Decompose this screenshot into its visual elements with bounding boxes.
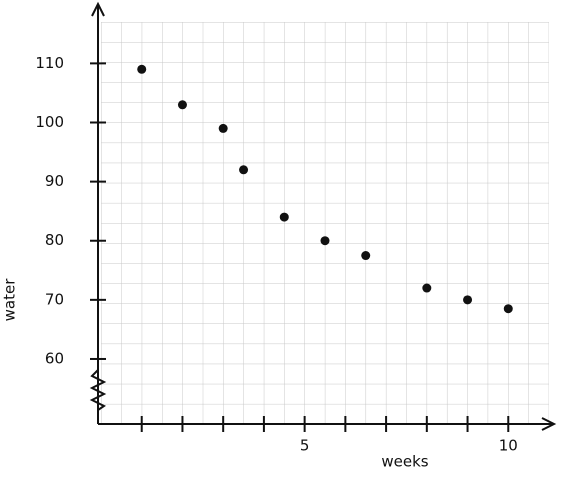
- point: [463, 295, 473, 305]
- y-tick-label: 80: [45, 231, 64, 249]
- y-tick-label: 110: [35, 54, 64, 72]
- point: [503, 304, 513, 314]
- point: [137, 64, 147, 74]
- point: [177, 100, 187, 110]
- x-tick-label: 10: [499, 437, 518, 455]
- y-axis-label: water: [1, 278, 19, 322]
- y-tick-label: 70: [45, 290, 64, 308]
- x-axis: [98, 417, 557, 431]
- point: [279, 212, 289, 222]
- y-tick-label: 100: [35, 113, 64, 131]
- point: [320, 236, 330, 246]
- y-tick-label: 60: [45, 349, 64, 367]
- axis-break: [89, 369, 107, 411]
- point: [361, 251, 371, 261]
- point: [218, 123, 228, 133]
- x-tick-label: 5: [300, 437, 310, 455]
- point: [239, 165, 249, 175]
- grid: [101, 22, 549, 424]
- y-axis: [91, 1, 105, 424]
- point: [422, 283, 432, 293]
- x-axis-label: weeks: [381, 453, 428, 471]
- y-tick-label: 90: [45, 172, 64, 190]
